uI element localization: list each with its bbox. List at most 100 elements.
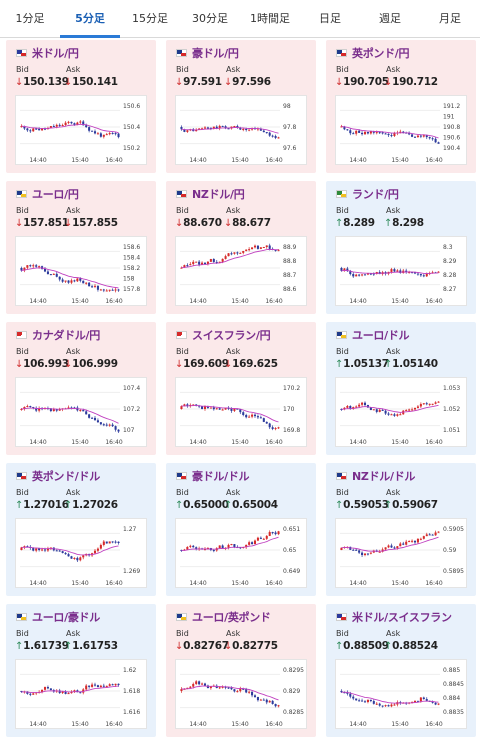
candle-body — [201, 683, 204, 685]
candle-body — [262, 699, 265, 701]
x-tick-label: 15:40 — [71, 157, 88, 164]
ask-value: ↑1.05140 — [384, 358, 438, 370]
rate-card[interactable]: カナダドル/円 Bid Ask ↓106.993 ↓106.999 107.4 1… — [6, 322, 156, 455]
candle-body — [189, 686, 192, 688]
y-tick-label: 0.5895 — [443, 568, 464, 575]
candlestick-chart[interactable]: 107.4 107.2 107 14:40 15:40 16:40 — [15, 377, 147, 447]
candle-body — [265, 535, 268, 539]
pair-name-link[interactable]: 英ポンド/ドル — [32, 470, 100, 483]
candle-body — [29, 265, 32, 267]
rate-card[interactable]: 米ドル/円 Bid Ask ↓150.139 ↓150.141 150.6 150… — [6, 40, 156, 173]
candle-body — [233, 544, 236, 548]
candle-body — [218, 125, 221, 129]
candle-body — [378, 409, 381, 412]
candlestick-chart[interactable]: 98 97.8 97.6 14:40 15:40 16:40 — [175, 95, 307, 165]
pair-name-link[interactable]: ユーロ/豪ドル — [32, 611, 100, 624]
pair-name-link[interactable]: NZドル/円 — [192, 188, 245, 201]
tab-30min[interactable]: 30分足 — [192, 12, 228, 25]
ask-label: Ask — [386, 65, 401, 74]
candle-body — [183, 265, 186, 268]
candlestick-chart[interactable]: 0.5905 0.59 0.5895 14:40 15:40 16:40 — [335, 518, 467, 588]
pair-name-link[interactable]: ユーロ/英ポンド — [192, 611, 271, 624]
candle-body — [399, 543, 402, 547]
rate-card[interactable]: 豪ドル/円 Bid Ask ↓97.591 ↓97.596 98 97.8 97.6… — [166, 40, 316, 173]
tab-5min[interactable]: 5分足 — [60, 0, 120, 38]
ask-price: 1.27026 — [72, 499, 118, 511]
candle-body — [340, 691, 343, 693]
candle-body — [434, 138, 437, 143]
pair-name-link[interactable]: 豪ドル/ドル — [192, 470, 250, 483]
rate-card[interactable]: NZドル/円 Bid Ask ↓88.670 ↓88.677 88.9 88.8 8… — [166, 181, 316, 314]
rate-card[interactable]: ユーロ/ドル Bid Ask ↑1.05137 ↑1.05140 1.053 1.… — [326, 322, 476, 455]
rate-card[interactable]: NZドル/ドル Bid Ask ↑0.59053 ↑0.59067 0.5905… — [326, 463, 476, 596]
candlestick-chart[interactable]: 1.053 1.052 1.051 14:40 15:40 16:40 — [335, 377, 467, 447]
y-tick-label: 0.8835 — [443, 709, 464, 716]
rate-card[interactable]: ユーロ/豪ドル Bid Ask ↑1.61739 ↑1.61753 1.62 1.… — [6, 604, 156, 737]
candle-body — [114, 426, 117, 430]
candle-body — [361, 700, 364, 702]
ask-value: ↑0.65004 — [224, 499, 278, 511]
tab-monthly[interactable]: 月足 — [439, 12, 461, 25]
candlestick-chart[interactable]: 191.2 191 190.8 190.6 190.4 14:40 15:40 16:40 — [335, 95, 467, 165]
candle-body — [437, 142, 440, 144]
candle-body — [413, 407, 417, 410]
candle-body — [117, 289, 120, 291]
x-tick-label: 14:40 — [189, 439, 206, 446]
candle-body — [384, 410, 387, 414]
rate-card[interactable]: 米ドル/スイスフラン Bid Ask ↑0.88509 ↑0.88524 0.8… — [326, 604, 476, 737]
candlestick-chart[interactable]: 1.27 1.269 14:40 15:40 16:40 — [15, 518, 147, 588]
arrow-down-icon: ↓ — [224, 218, 233, 229]
candlestick-chart[interactable]: 0.885 0.8845 0.884 0.8835 14:40 15:40 16:40 — [335, 659, 467, 729]
pair-name-link[interactable]: NZドル/ドル — [352, 470, 416, 483]
pair-name-link[interactable]: 英ポンド/円 — [352, 47, 410, 60]
rate-card[interactable]: ランド/円 Bid Ask ↑8.289 ↑8.298 8.3 8.29 8.28 8… — [326, 181, 476, 314]
pair-name-link[interactable]: 豪ドル/円 — [192, 47, 239, 60]
candlestick-chart[interactable]: 158.6 158.4 158.2 158 157.8 14:40 15:40 16:40 — [15, 236, 147, 306]
candlestick-chart[interactable]: 8.3 8.29 8.28 8.27 14:40 15:40 16:40 — [335, 236, 467, 306]
y-tick-label: 1.052 — [443, 406, 460, 413]
candle-body — [189, 264, 192, 266]
candlestick-chart[interactable]: 88.9 88.8 88.7 88.6 14:40 15:40 16:40 — [175, 236, 307, 306]
candle-body — [375, 409, 378, 412]
pair-name-link[interactable]: 米ドル/スイスフラン — [352, 611, 452, 624]
candle-body — [215, 408, 218, 410]
candle-body — [390, 135, 393, 137]
candlestick-chart[interactable]: 170.2 170 169.8 14:40 15:40 16:40 — [175, 377, 307, 447]
rate-card[interactable]: スイスフラン/円 Bid Ask ↓169.609 ↓169.625 170.2… — [166, 322, 316, 455]
pair-name-link[interactable]: ユーロ/ドル — [352, 329, 410, 342]
candle-body — [108, 133, 111, 135]
candle-body — [262, 418, 265, 422]
tab-weekly[interactable]: 週足 — [379, 12, 401, 25]
candle-body — [413, 272, 417, 274]
candle-body — [416, 273, 419, 275]
rate-card[interactable]: ユーロ/英ポンド Bid Ask ↓0.82767 ↓0.82775 0.829… — [166, 604, 316, 737]
pair-name-link[interactable]: カナダドル/円 — [32, 329, 100, 342]
candle-body — [343, 692, 346, 694]
candlestick-chart[interactable]: 0.651 0.65 0.649 14:40 15:40 16:40 — [175, 518, 307, 588]
rate-card[interactable]: 豪ドル/ドル Bid Ask ↑0.65000 ↑0.65004 0.651 0.… — [166, 463, 316, 596]
candle-body — [372, 273, 375, 275]
candlestick-chart[interactable]: 0.8295 0.829 0.8285 14:40 15:40 16:40 — [175, 659, 307, 729]
tab-daily[interactable]: 日足 — [319, 12, 341, 25]
tab-1hour[interactable]: 1時間足 — [250, 12, 290, 25]
bid-value: ↓157.851 — [15, 217, 69, 229]
candle-body — [32, 128, 35, 132]
pair-name-link[interactable]: 米ドル/円 — [32, 47, 79, 60]
pair-name-link[interactable]: スイスフラン/円 — [192, 329, 271, 342]
tab-15min[interactable]: 15分足 — [132, 12, 168, 25]
pair-name-link[interactable]: ユーロ/円 — [32, 188, 79, 201]
candle-body — [437, 531, 440, 533]
rate-card[interactable]: 英ポンド/ドル Bid Ask ↑1.27016 ↑1.27026 1.27 1.… — [6, 463, 156, 596]
candle-body — [43, 549, 47, 551]
candle-body — [105, 290, 108, 292]
rate-card[interactable]: 英ポンド/円 Bid Ask ↓190.705 ↓190.712 191.2 19… — [326, 40, 476, 173]
bid-price: 8.289 — [343, 217, 375, 229]
tab-1min[interactable]: 1分足 — [15, 12, 45, 25]
candle-body — [108, 684, 111, 686]
y-tick-label: 1.053 — [443, 385, 460, 392]
y-tick-label: 0.651 — [283, 526, 300, 533]
candlestick-chart[interactable]: 150.6 150.4 150.2 14:40 15:40 16:40 — [15, 95, 147, 165]
rate-card[interactable]: ユーロ/円 Bid Ask ↓157.851 ↓157.855 158.6 158… — [6, 181, 156, 314]
candlestick-chart[interactable]: 1.62 1.618 1.616 14:40 15:40 16:40 — [15, 659, 147, 729]
pair-name-link[interactable]: ランド/円 — [352, 188, 399, 201]
